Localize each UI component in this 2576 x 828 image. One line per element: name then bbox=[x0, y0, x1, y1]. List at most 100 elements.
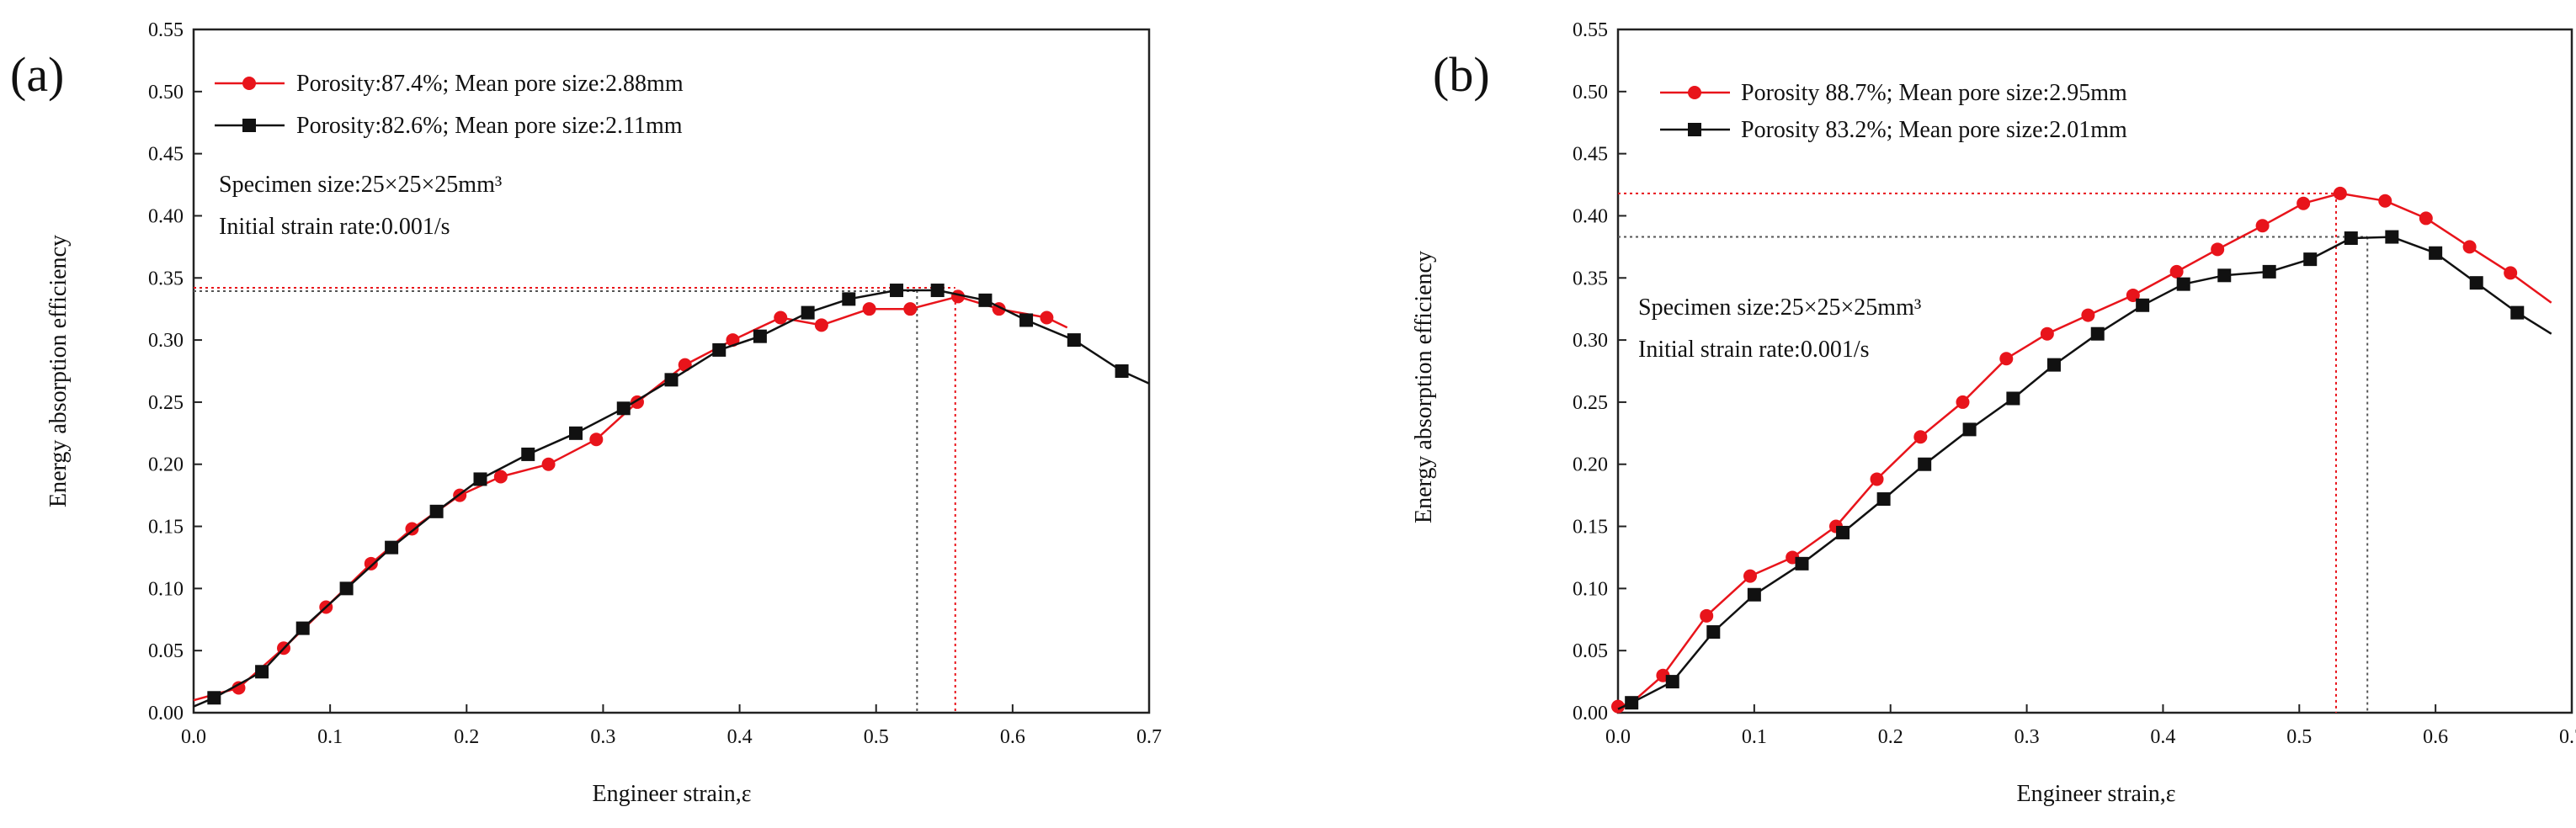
series-line-b-1 bbox=[1617, 192, 2552, 708]
x-ticks-a: 0.0 0.1 0.2 0.3 0.4 0.5 0.6 0.7 bbox=[181, 704, 1162, 748]
data-point-b-2-9 bbox=[2006, 391, 2020, 406]
y-tick-label-a-1: 0.05 bbox=[148, 640, 184, 662]
data-point-a-1-18 bbox=[1040, 310, 1054, 325]
y-tick-label-a-6: 0.30 bbox=[148, 330, 184, 352]
panel-label-b: (b) bbox=[1433, 47, 1490, 102]
panel-b: (b) 0.000.050.100.150.200.250.300.350.40… bbox=[1411, 19, 2576, 807]
x-tick-label-a-1: 0.1 bbox=[317, 726, 343, 748]
data-point-a-1-4 bbox=[405, 522, 419, 536]
y-tick-label-a-3: 0.15 bbox=[148, 517, 184, 539]
data-point-b-2-17 bbox=[2344, 231, 2358, 246]
data-point-b-1-7 bbox=[1913, 430, 1928, 444]
guide-lines-a bbox=[194, 287, 956, 713]
data-point-b-2-14 bbox=[2217, 268, 2232, 283]
panel-label-a: (a) bbox=[10, 47, 64, 102]
data-point-a-2-12 bbox=[753, 329, 767, 343]
y-tick-label-b-4: 0.20 bbox=[1573, 454, 1608, 476]
data-point-b-1-18 bbox=[2378, 194, 2392, 208]
legend-a: Porosity:87.4%; Mean pore size:2.88mm Po… bbox=[215, 71, 684, 139]
guide-lines-b bbox=[1618, 192, 2369, 713]
y-tick-label-a-11: 0.55 bbox=[148, 19, 184, 41]
data-point-b-2-15 bbox=[2262, 264, 2276, 279]
y-tick-label-b-2: 0.10 bbox=[1573, 578, 1608, 600]
data-point-b-1-17 bbox=[2333, 186, 2347, 200]
data-point-a-2-16 bbox=[930, 284, 945, 298]
data-point-a-2-20 bbox=[1115, 364, 1129, 378]
y-tick-label-b-0: 0.00 bbox=[1573, 703, 1608, 724]
annotation-specimen-size-b: Specimen size:25×25×25mm³ bbox=[1638, 295, 1921, 321]
data-point-a-2-17 bbox=[978, 293, 993, 307]
data-point-b-1-8 bbox=[1956, 395, 1970, 409]
data-point-b-1-6 bbox=[1870, 472, 1884, 486]
data-point-a-2-1 bbox=[255, 665, 269, 679]
data-point-a-2-3 bbox=[339, 581, 354, 596]
legend-marker-a-1 bbox=[242, 77, 256, 90]
annotation-specimen-size-a: Specimen size:25×25×25mm³ bbox=[219, 172, 502, 198]
data-point-b-2-19 bbox=[2429, 246, 2443, 260]
x-tick-label-b-4: 0.4 bbox=[2150, 726, 2175, 748]
series-line-b-2 bbox=[1617, 236, 2552, 710]
y-tick-label-b-6: 0.30 bbox=[1573, 330, 1608, 352]
data-point-b-2-18 bbox=[2385, 230, 2399, 244]
x-axis-title-a: Engineer strain,ε bbox=[592, 781, 751, 807]
data-point-a-2-4 bbox=[385, 540, 399, 555]
data-point-a-2-7 bbox=[521, 447, 535, 461]
data-point-a-2-15 bbox=[890, 284, 904, 298]
data-point-b-1-21 bbox=[2504, 266, 2518, 280]
data-point-a-1-6 bbox=[493, 470, 508, 484]
legend-marker-a-2 bbox=[242, 119, 256, 132]
y-axis-title-a: Energy absorption efficiency bbox=[45, 235, 72, 507]
data-point-a-2-2 bbox=[295, 621, 310, 635]
panel-a: (a) 0.000.050.100.150.200.250.300.350.40… bbox=[10, 19, 1162, 807]
x-tick-label-b-5: 0.5 bbox=[2286, 726, 2312, 748]
data-point-b-2-7 bbox=[1918, 457, 1932, 471]
data-point-a-1-14 bbox=[862, 302, 876, 316]
data-point-b-2-0 bbox=[1625, 696, 1639, 710]
plot-frame-b bbox=[1616, 28, 2573, 714]
x-tick-label-a-4: 0.4 bbox=[727, 726, 753, 748]
y-tick-label-a-5: 0.25 bbox=[148, 392, 184, 414]
data-point-a-1-10 bbox=[678, 358, 692, 372]
data-point-a-2-13 bbox=[801, 305, 815, 320]
x-tick-label-a-0: 0.0 bbox=[181, 726, 206, 748]
series-line-a-2 bbox=[193, 289, 1150, 708]
data-point-a-2-0 bbox=[207, 691, 221, 705]
x-tick-label-a-3: 0.3 bbox=[590, 726, 615, 748]
y-axis-title-b: Energy absorption efficiency bbox=[1411, 251, 1437, 523]
data-point-b-2-11 bbox=[2090, 326, 2105, 341]
data-point-b-2-16 bbox=[2303, 252, 2318, 267]
y-tick-label-a-2: 0.10 bbox=[148, 578, 184, 600]
x-tick-label-b-1: 0.1 bbox=[1742, 726, 1767, 748]
x-tick-label-b-3: 0.3 bbox=[2014, 726, 2040, 748]
data-point-a-2-19 bbox=[1067, 333, 1081, 348]
data-point-b-1-0 bbox=[1611, 699, 1625, 714]
data-point-a-1-7 bbox=[541, 457, 556, 471]
data-point-a-1-3 bbox=[364, 556, 378, 571]
legend-label-a-2: Porosity:82.6%; Mean pore size:2.11mm bbox=[296, 113, 683, 139]
data-point-b-2-10 bbox=[2046, 358, 2061, 372]
data-point-b-2-2 bbox=[1706, 625, 1721, 640]
x-axis-title-b: Engineer strain,ε bbox=[2016, 781, 2175, 807]
data-point-b-1-16 bbox=[2297, 196, 2311, 210]
data-point-b-1-9 bbox=[1999, 352, 2014, 366]
legend-marker-b-1 bbox=[1688, 86, 1701, 99]
data-point-b-2-21 bbox=[2510, 305, 2525, 320]
data-point-a-2-14 bbox=[842, 292, 856, 306]
data-point-b-2-3 bbox=[1747, 587, 1761, 602]
y-tick-label-a-7: 0.35 bbox=[148, 268, 184, 289]
data-point-b-1-19 bbox=[2419, 211, 2433, 226]
series-group-b bbox=[1611, 186, 2552, 714]
series-group-a bbox=[193, 284, 1150, 708]
y-tick-label-b-8: 0.40 bbox=[1573, 205, 1608, 227]
x-tick-label-b-7: 0.7 bbox=[2559, 726, 2576, 748]
data-point-b-2-5 bbox=[1836, 525, 1850, 539]
y-tick-label-b-10: 0.50 bbox=[1573, 82, 1608, 104]
y-tick-label-b-1: 0.05 bbox=[1573, 640, 1608, 662]
data-point-b-2-6 bbox=[1876, 492, 1891, 507]
data-point-b-2-12 bbox=[2136, 298, 2150, 312]
data-point-a-1-8 bbox=[589, 433, 604, 447]
x-tick-label-a-2: 0.2 bbox=[454, 726, 479, 748]
x-tick-label-a-7: 0.7 bbox=[1136, 726, 1162, 748]
y-tick-label-a-10: 0.50 bbox=[148, 82, 184, 104]
